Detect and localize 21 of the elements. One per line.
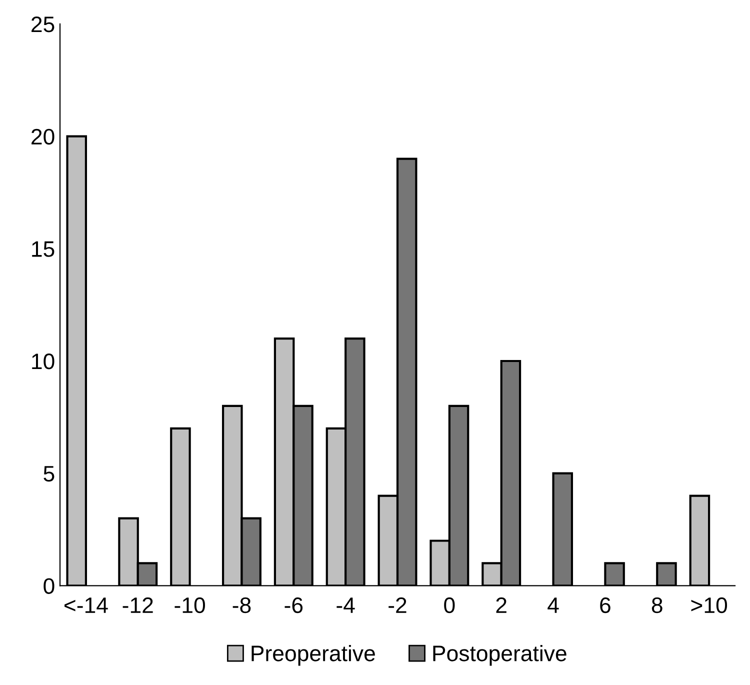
x-tick-label: -12: [122, 597, 153, 613]
x-tick-label: -10: [174, 597, 205, 614]
y-tick-label: 20: [32, 128, 54, 145]
x-tick-label: 2: [496, 597, 506, 613]
x-tick-label: -6: [284, 597, 303, 614]
x-tick-label: -4: [336, 598, 355, 613]
legend-label: Postoperative: [433, 644, 566, 666]
x-tick-label: 0: [444, 597, 455, 614]
x-tick-label: -2: [388, 597, 406, 613]
x-tick-label: 4: [548, 598, 559, 613]
y-tick-label: 25: [32, 16, 54, 32]
x-tick-label: -8: [232, 597, 251, 614]
x-tick-label: 8: [652, 597, 662, 614]
x-tick-label: <-14: [64, 598, 108, 613]
y-tick-label: 5: [44, 466, 54, 482]
x-tick-label: 6: [600, 597, 610, 614]
y-tick-label: 10: [32, 354, 54, 370]
y-tick-label: 15: [32, 241, 54, 257]
legend-label: Preoperative: [252, 644, 375, 666]
y-tick-label: 0: [44, 578, 54, 594]
x-tick-label: >10: [691, 597, 728, 614]
